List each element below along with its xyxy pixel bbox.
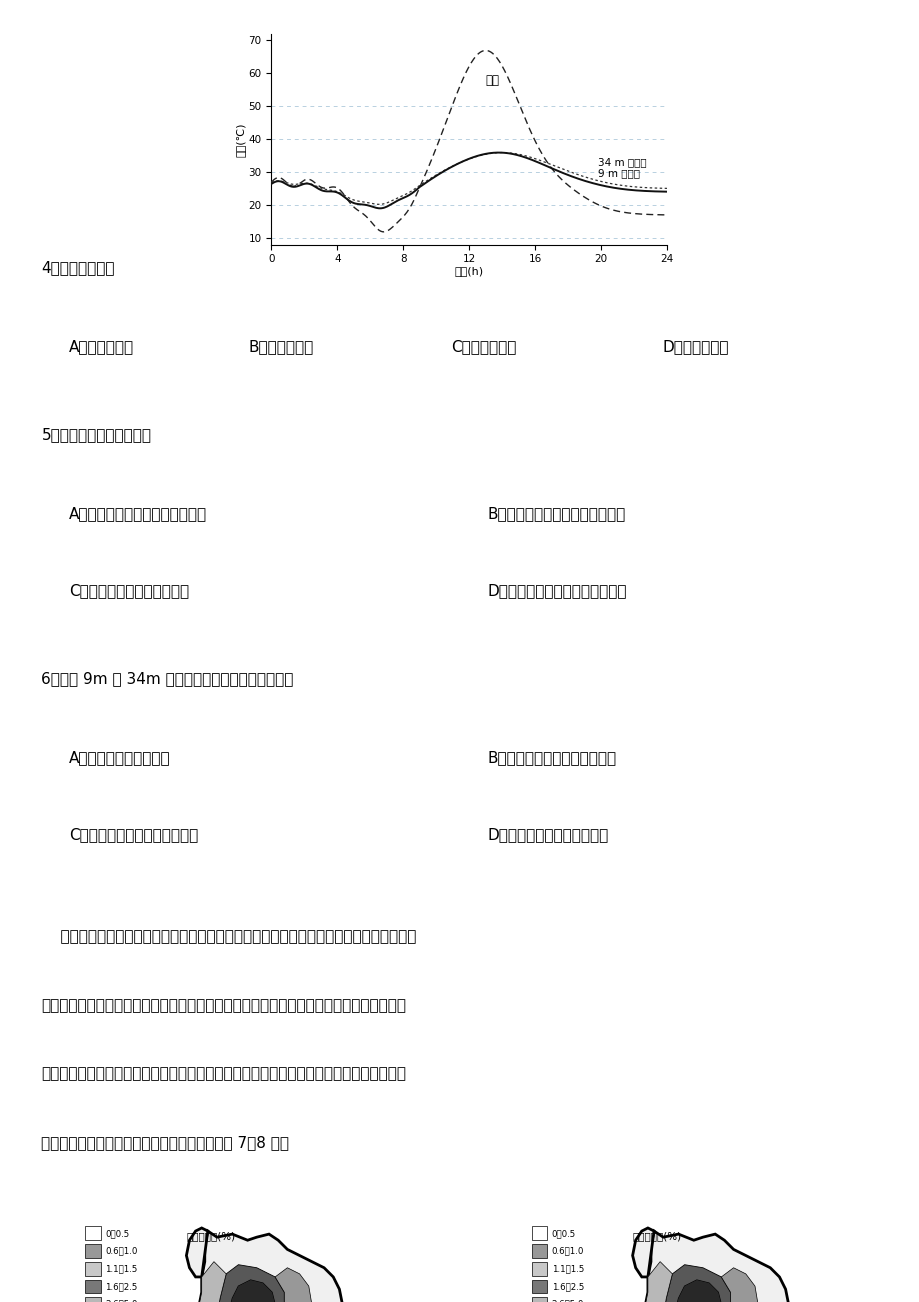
Polygon shape — [663, 1264, 730, 1302]
Text: 可对通勤率进行调研，并可据此划分城市主城区的主要影响范围。某团队尝试利用该方法划: 可对通勤率进行调研，并可据此划分城市主城区的主要影响范围。某团队尝试利用该方法划 — [41, 997, 406, 1013]
Polygon shape — [229, 1280, 275, 1302]
Polygon shape — [641, 1232, 788, 1302]
Polygon shape — [196, 1232, 342, 1302]
Text: 2.6～5.0: 2.6～5.0 — [105, 1299, 138, 1302]
Text: B．柴达木盆地: B．柴达木盆地 — [248, 340, 313, 354]
Text: 4．该地可能位于: 4．该地可能位于 — [41, 260, 115, 276]
Bar — [531, 1245, 546, 1258]
Text: 0.6～1.0: 0.6～1.0 — [105, 1246, 138, 1255]
9m — [493, 145, 504, 160]
Polygon shape — [644, 1262, 672, 1302]
Text: 分上海主城区的影响范围，下图为划分结果。内向通勤率是指居住在外围地区而在主城区工: 分上海主城区的影响范围，下图为划分结果。内向通勤率是指居住在外围地区而在主城区工 — [41, 1066, 406, 1082]
ground — [591, 197, 602, 212]
ground — [454, 78, 465, 94]
9m — [503, 146, 514, 161]
ground — [457, 73, 468, 89]
ground — [378, 224, 389, 240]
Polygon shape — [229, 1280, 275, 1302]
34m — [503, 145, 514, 160]
Bar — [85, 1262, 100, 1276]
Bar — [531, 1297, 546, 1302]
Text: 1.6～2.5: 1.6～2.5 — [550, 1282, 584, 1292]
Text: D．地面是近地面大气的直接热源: D．地面是近地面大气的直接热源 — [487, 583, 627, 599]
9m — [661, 184, 672, 199]
Text: 0.6～1.0: 0.6～1.0 — [550, 1246, 584, 1255]
Polygon shape — [187, 1228, 208, 1277]
Text: 34 m 高度处: 34 m 高度处 — [597, 158, 646, 168]
34m — [652, 181, 664, 197]
Polygon shape — [675, 1280, 720, 1302]
Text: B．气温随着海拔上升而逐渐升高: B．气温随着海拔上升而逐渐升高 — [487, 506, 625, 521]
Line: 34m: 34m — [271, 152, 666, 204]
Text: C．地面比热容大，使气温相近: C．地面比热容大，使气温相近 — [69, 827, 198, 842]
9m — [374, 201, 385, 216]
34m — [496, 145, 507, 160]
Polygon shape — [720, 1268, 757, 1302]
ground — [480, 43, 491, 59]
X-axis label: 时间(h): 时间(h) — [454, 266, 483, 276]
Y-axis label: 气温(℃): 气温(℃) — [235, 122, 245, 156]
Line: ground: ground — [271, 51, 666, 232]
Text: 外向通勤率(%): 外向通勤率(%) — [632, 1232, 681, 1241]
9m — [454, 155, 465, 171]
Bar — [85, 1245, 100, 1258]
Bar — [531, 1280, 546, 1293]
Text: 2.6～5.0: 2.6～5.0 — [550, 1299, 584, 1302]
Text: 1.6～2.5: 1.6～2.5 — [105, 1282, 138, 1292]
Text: 0～0.5: 0～0.5 — [550, 1229, 575, 1238]
Polygon shape — [275, 1268, 312, 1302]
9m — [652, 184, 664, 199]
Text: 1.1～1.5: 1.1～1.5 — [550, 1264, 584, 1273]
Text: 内向通勤率(%): 内向通勤率(%) — [187, 1232, 235, 1241]
Bar — [85, 1297, 100, 1302]
Text: 5．图中反应的地理原理是: 5．图中反应的地理原理是 — [41, 427, 152, 443]
Text: A．西西伯利亚: A．西西伯利亚 — [69, 340, 134, 354]
Polygon shape — [632, 1228, 653, 1277]
9m — [266, 176, 277, 191]
ground — [661, 207, 672, 223]
Polygon shape — [675, 1280, 720, 1302]
Text: 利用手机信令数据（指运营商记录下来的手机用户在移动通信网络中活动时的位置信息）: 利用手机信令数据（指运营商记录下来的手机用户在移动通信网络中活动时的位置信息） — [41, 930, 416, 944]
Text: D．北美五大湖: D．北美五大湖 — [662, 340, 728, 354]
34m — [481, 146, 492, 161]
Text: D．空气湿度大，热量散失慢: D．空气湿度大，热量散失慢 — [487, 827, 608, 842]
Text: C．大气吸收太阳辐射而增温: C．大气吸收太阳辐射而增温 — [69, 583, 189, 599]
Polygon shape — [199, 1262, 226, 1302]
34m — [661, 181, 672, 197]
34m — [454, 155, 465, 171]
34m — [457, 154, 468, 169]
Bar — [85, 1226, 100, 1241]
Text: A．大气对太阳辐射具有削弱作用: A．大气对太阳辐射具有削弱作用 — [69, 506, 207, 521]
ground — [481, 43, 492, 59]
Text: C．撤哈拉沙漠: C．撤哈拉沙漠 — [450, 340, 516, 354]
Text: 0～0.5: 0～0.5 — [105, 1229, 130, 1238]
9m — [481, 146, 492, 161]
Text: 1.1～1.5: 1.1～1.5 — [105, 1264, 138, 1273]
ground — [652, 207, 664, 223]
ground — [266, 174, 277, 190]
Text: 作的通勤率，外向通勤率则正好相反。据此完成 7～8 题。: 作的通勤率，外向通勤率则正好相反。据此完成 7～8 题。 — [41, 1135, 289, 1151]
ground — [503, 70, 514, 86]
9m — [591, 177, 602, 193]
Text: 6．该地 9m 和 34m 高处的气温白天相差不大，说明: 6．该地 9m 和 34m 高处的气温白天相差不大，说明 — [41, 671, 293, 686]
Bar — [531, 1226, 546, 1241]
Text: B．对流是热量传递的重要方式: B．对流是热量传递的重要方式 — [487, 750, 616, 766]
34m — [266, 174, 277, 190]
Text: 9 m 高度处: 9 m 高度处 — [597, 168, 639, 178]
9m — [457, 154, 468, 169]
Text: A．夜间空气活动更活跃: A．夜间空气活动更活跃 — [69, 750, 170, 766]
Text: 地面: 地面 — [485, 74, 499, 86]
Bar — [531, 1262, 546, 1276]
34m — [591, 173, 602, 189]
Bar — [85, 1280, 100, 1293]
Polygon shape — [217, 1264, 284, 1302]
Line: 9m: 9m — [271, 152, 666, 208]
34m — [373, 197, 384, 212]
